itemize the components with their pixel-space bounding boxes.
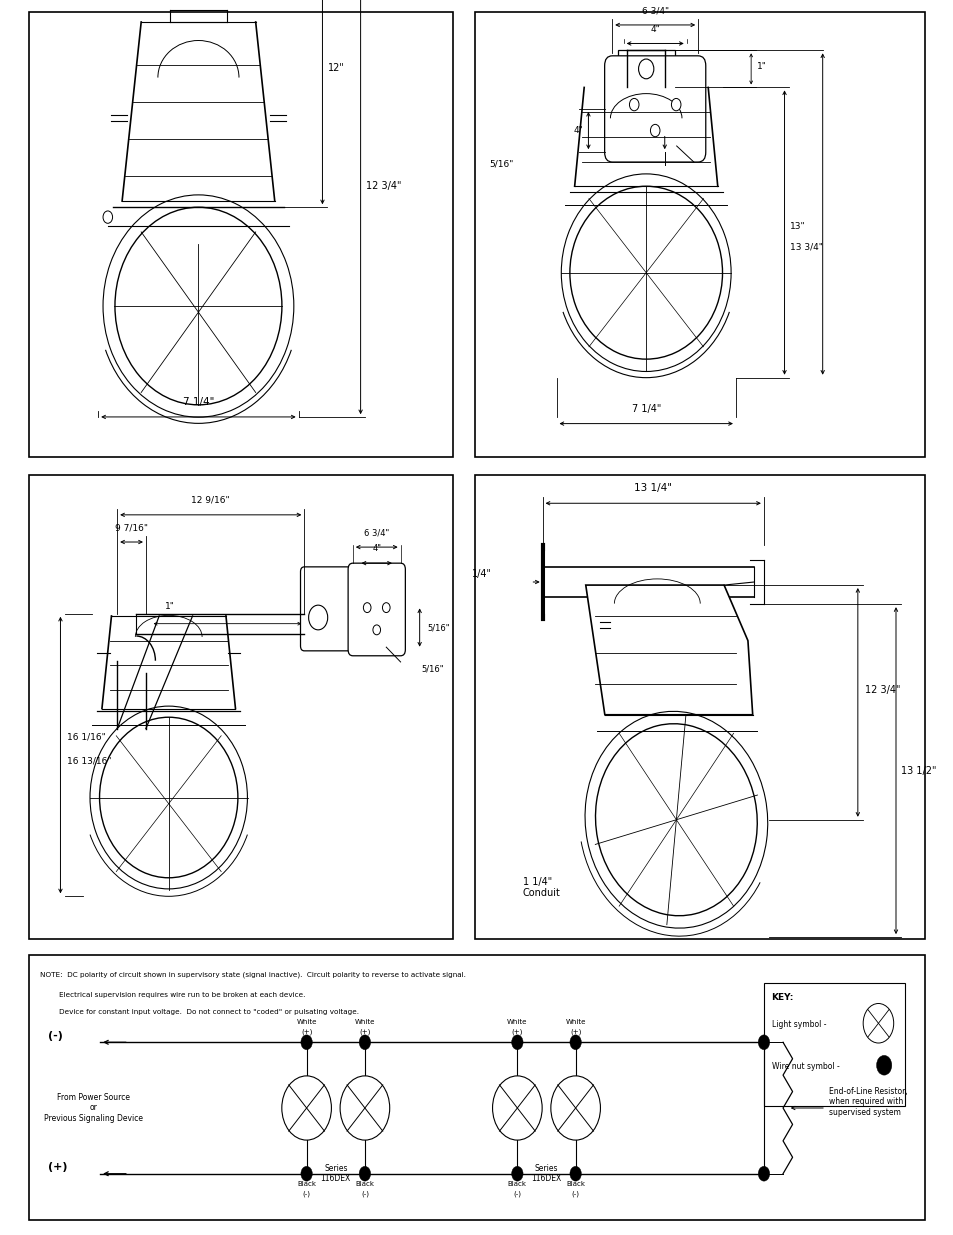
Text: NOTE:  DC polarity of circuit shown in supervisory state (signal inactive).  Cir: NOTE: DC polarity of circuit shown in su… bbox=[40, 972, 465, 978]
Text: 5/16": 5/16" bbox=[489, 161, 514, 169]
Circle shape bbox=[650, 125, 659, 137]
Text: Device for constant input voltage.  Do not connect to "coded" or pulsating volta: Device for constant input voltage. Do no… bbox=[59, 1009, 358, 1015]
Circle shape bbox=[758, 1035, 769, 1050]
Text: 6 3/4": 6 3/4" bbox=[364, 529, 389, 537]
Circle shape bbox=[876, 1056, 891, 1076]
Text: White: White bbox=[355, 1019, 375, 1025]
Circle shape bbox=[629, 99, 639, 111]
Circle shape bbox=[492, 1076, 541, 1140]
Circle shape bbox=[671, 99, 680, 111]
Text: (-): (-) bbox=[571, 1191, 579, 1198]
Text: (+): (+) bbox=[511, 1029, 522, 1035]
Bar bbox=[29, 12, 453, 457]
Bar bbox=[29, 955, 924, 1220]
Text: 1 1/4"
Conduit: 1 1/4" Conduit bbox=[522, 877, 560, 898]
Circle shape bbox=[300, 1035, 312, 1050]
Circle shape bbox=[373, 625, 380, 635]
Text: 5/16": 5/16" bbox=[427, 622, 449, 632]
Text: 5/16": 5/16" bbox=[421, 664, 443, 674]
Text: 12": 12" bbox=[328, 63, 345, 73]
Circle shape bbox=[758, 1166, 769, 1181]
Text: From Power Source
or
Previous Signaling Device: From Power Source or Previous Signaling … bbox=[44, 1093, 143, 1123]
Text: Black: Black bbox=[565, 1181, 584, 1187]
FancyBboxPatch shape bbox=[300, 567, 351, 651]
Text: (-): (-) bbox=[302, 1191, 311, 1198]
FancyBboxPatch shape bbox=[348, 563, 405, 656]
Text: Wire nut symbol -: Wire nut symbol - bbox=[771, 1062, 839, 1071]
Text: 1": 1" bbox=[165, 601, 174, 611]
Bar bbox=[617, 51, 674, 88]
Text: (-): (-) bbox=[513, 1191, 520, 1198]
Text: Black: Black bbox=[355, 1181, 374, 1187]
Circle shape bbox=[300, 1166, 312, 1181]
Circle shape bbox=[358, 1166, 370, 1181]
Text: 7 1/4": 7 1/4" bbox=[183, 398, 213, 408]
Circle shape bbox=[103, 211, 112, 224]
Circle shape bbox=[511, 1166, 522, 1181]
Text: 7 1/4": 7 1/4" bbox=[631, 404, 660, 414]
Text: 12 9/16": 12 9/16" bbox=[192, 496, 230, 505]
Text: Series
116DEX: Series 116DEX bbox=[320, 1163, 351, 1183]
Circle shape bbox=[550, 1076, 599, 1140]
Text: Black: Black bbox=[296, 1181, 315, 1187]
Circle shape bbox=[339, 1076, 389, 1140]
Text: White: White bbox=[565, 1019, 585, 1025]
Text: Light symbol -: Light symbol - bbox=[771, 1020, 825, 1029]
Text: 1": 1" bbox=[756, 62, 766, 70]
Text: Series
116DEX: Series 116DEX bbox=[531, 1163, 561, 1183]
Circle shape bbox=[363, 603, 371, 613]
Text: 4": 4" bbox=[650, 25, 659, 33]
Text: 13 1/4": 13 1/4" bbox=[634, 483, 672, 493]
Circle shape bbox=[511, 1035, 522, 1050]
Polygon shape bbox=[585, 585, 752, 715]
Text: (+): (+) bbox=[300, 1029, 312, 1035]
Bar bbox=[29, 475, 453, 939]
Circle shape bbox=[638, 59, 653, 79]
Text: End-of-Line Resistor,
when required with
supervised system: End-of-Line Resistor, when required with… bbox=[828, 1087, 906, 1116]
Text: 9 7/16": 9 7/16" bbox=[115, 524, 148, 532]
Bar bbox=[475, 475, 924, 939]
Text: 1/4": 1/4" bbox=[472, 569, 492, 579]
Circle shape bbox=[382, 603, 390, 613]
Text: 6 3/4": 6 3/4" bbox=[641, 6, 668, 15]
Text: White: White bbox=[507, 1019, 527, 1025]
Text: White: White bbox=[296, 1019, 316, 1025]
Circle shape bbox=[569, 1035, 580, 1050]
FancyBboxPatch shape bbox=[604, 56, 705, 162]
Text: KEY:: KEY: bbox=[771, 993, 793, 1002]
Text: (+): (+) bbox=[48, 1162, 67, 1172]
Text: (-): (-) bbox=[360, 1191, 369, 1198]
Text: Black: Black bbox=[507, 1181, 526, 1187]
Text: 16 13/16": 16 13/16" bbox=[67, 757, 112, 766]
Circle shape bbox=[862, 1004, 893, 1044]
Circle shape bbox=[569, 1166, 580, 1181]
Text: 4": 4" bbox=[372, 545, 381, 553]
Text: Electrical supervision requires wire run to be broken at each device.: Electrical supervision requires wire run… bbox=[59, 992, 305, 998]
Text: 4": 4" bbox=[574, 126, 583, 135]
Text: (-): (-) bbox=[48, 1030, 63, 1041]
Circle shape bbox=[358, 1035, 370, 1050]
Text: (+): (+) bbox=[359, 1029, 370, 1035]
Text: (+): (+) bbox=[569, 1029, 580, 1035]
Text: 16 1/16": 16 1/16" bbox=[67, 732, 106, 741]
Text: 12 3/4": 12 3/4" bbox=[366, 180, 401, 190]
Bar bbox=[763, 983, 904, 1107]
Circle shape bbox=[281, 1076, 331, 1140]
Circle shape bbox=[309, 605, 328, 630]
Bar bbox=[475, 12, 924, 457]
Text: 13 3/4": 13 3/4" bbox=[789, 243, 822, 252]
Text: 13 1/2": 13 1/2" bbox=[900, 766, 935, 776]
Text: 12 3/4": 12 3/4" bbox=[864, 685, 900, 695]
Text: 13": 13" bbox=[789, 222, 805, 231]
